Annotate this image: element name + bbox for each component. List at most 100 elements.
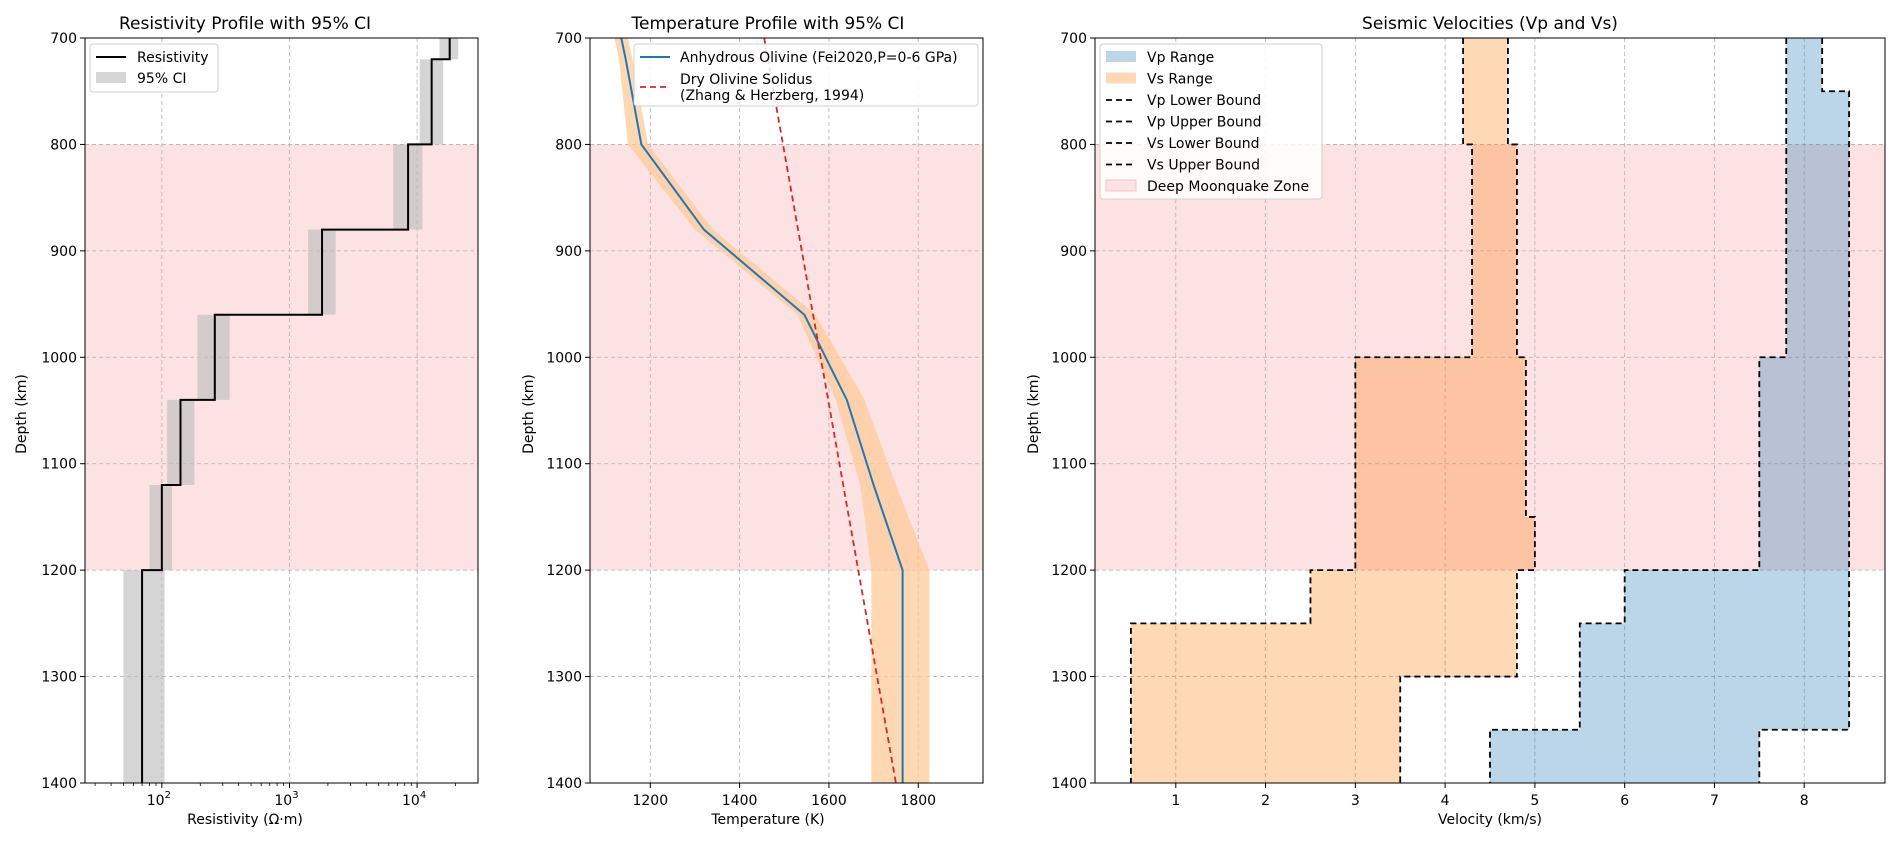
- x-tick-label: 1: [1171, 793, 1180, 809]
- vs-lower-bound-line: [1130, 38, 1473, 783]
- x-tick-base: 10: [274, 793, 292, 809]
- x-tick-label: 8: [1800, 793, 1809, 809]
- temperature-xlabel: Temperature (K): [710, 812, 824, 828]
- y-tick-label: 900: [1060, 244, 1087, 260]
- vp-range-segment: [1624, 570, 1850, 624]
- y-tick-label: 1000: [1051, 350, 1087, 366]
- x-tick-label: 7: [1710, 793, 1719, 809]
- seismic-ylabel: Depth (km): [1026, 374, 1042, 454]
- temperature-ci-band: [614, 38, 930, 783]
- x-tick-label: 103: [274, 790, 298, 809]
- y-tick-label: 800: [50, 137, 77, 153]
- temperature-legend: Anhydrous Olivine (Fei2020,P=0-6 GPa) Dry…: [633, 43, 979, 107]
- ci-band-segment: [123, 570, 165, 783]
- x-tick-label: 6: [1620, 793, 1629, 809]
- legend-frame: [1099, 43, 1323, 200]
- resistivity-line: [141, 38, 451, 783]
- resistivity-xlabel: Resistivity (Ω·m): [187, 812, 303, 828]
- plot-frame: [84, 37, 479, 784]
- x-tick-label: 102: [147, 790, 171, 809]
- y-tick-label: 1300: [1051, 670, 1087, 686]
- y-tick-label: 1300: [546, 670, 582, 686]
- y-tick-label: 700: [555, 31, 582, 47]
- x-tick-label: 104: [402, 790, 426, 809]
- vp-range-segment: [1490, 729, 1760, 783]
- x-tick-exponent: 2: [165, 790, 171, 801]
- vs-range-segment: [1355, 516, 1535, 571]
- legend-label: Vp Lower Bound: [1147, 93, 1261, 109]
- temperature-panel: Temperature Profile with 95% CI Temperat…: [521, 14, 984, 828]
- dry-olivine-solidus-line: [763, 37, 897, 784]
- legend-swatch-vs: [1106, 72, 1136, 84]
- y-tick-label: 1200: [41, 563, 77, 579]
- legend-label-olivine: Anhydrous Olivine (Fei2020,P=0-6 GPa): [680, 50, 958, 66]
- vs-range-segment: [1355, 357, 1526, 517]
- y-tick-label: 1200: [1051, 563, 1087, 579]
- ci-band-segment: [197, 314, 230, 400]
- legend-label-solidus-citation: (Zhang & Herzberg, 1994): [680, 88, 864, 104]
- seismic-xlabel: Velocity (km/s): [1438, 812, 1542, 828]
- temperature-ylabel: Depth (km): [521, 374, 537, 454]
- y-tick-label: 1400: [546, 776, 582, 792]
- vp-upper-bound-line: [1758, 38, 1850, 783]
- x-tick-exponent: 4: [420, 790, 426, 801]
- y-tick-label: 1100: [1051, 457, 1087, 473]
- x-tick-label: 1600: [811, 793, 847, 809]
- legend-label: Vs Range: [1147, 72, 1213, 88]
- y-tick-label: 800: [555, 137, 582, 153]
- y-tick-label: 1400: [41, 776, 77, 792]
- ci-band-segment: [149, 485, 172, 571]
- resistivity-panel: Resistivity Profile with 95% CI Resistiv…: [14, 14, 479, 828]
- y-tick-label: 700: [50, 31, 77, 47]
- seismic-title: Seismic Velocities (Vp and Vs): [1362, 14, 1618, 34]
- y-tick-label: 1200: [546, 563, 582, 579]
- y-tick-label: 900: [555, 244, 582, 260]
- y-tick-label: 1300: [41, 670, 77, 686]
- y-tick-label: 1000: [546, 350, 582, 366]
- legend-swatch-vp: [1106, 51, 1136, 62]
- vp-range-segment: [1786, 38, 1823, 92]
- y-tick-label: 1100: [41, 457, 77, 473]
- vs-range-segment: [1130, 623, 1517, 677]
- vp-lower-bound-line: [1489, 38, 1788, 783]
- legend-label: Vs Upper Bound: [1147, 158, 1260, 174]
- legend-label-ci: 95% CI: [137, 71, 186, 87]
- x-tick-base: 10: [402, 793, 420, 809]
- vs-upper-bound-line: [1399, 38, 1536, 783]
- vp-range-segment: [1579, 623, 1850, 730]
- seismic-legend: Vp Range Vs Range Vp Lower Bound Vp Upper B…: [1099, 43, 1323, 200]
- plot-frame: [1094, 37, 1886, 784]
- vs-range-segment: [1130, 676, 1401, 783]
- x-tick-label: 5: [1530, 793, 1539, 809]
- legend-label: Vp Range: [1147, 50, 1214, 66]
- vs-range-segment: [1463, 38, 1508, 145]
- legend-label: Deep Moonquake Zone: [1147, 179, 1309, 195]
- x-tick-label: 1400: [722, 793, 758, 809]
- legend-frame: [633, 43, 979, 107]
- y-tick-label: 1000: [41, 350, 77, 366]
- x-tick-label: 3: [1351, 793, 1360, 809]
- resistivity-title: Resistivity Profile with 95% CI: [119, 14, 371, 34]
- resistivity-ylabel: Depth (km): [14, 374, 30, 454]
- x-tick-base: 10: [147, 793, 165, 809]
- legend-swatch-ci: [96, 72, 126, 83]
- vs-range-segment: [1472, 144, 1517, 358]
- plot-frame: [589, 37, 984, 784]
- y-tick-label: 700: [1060, 31, 1087, 47]
- resistivity-legend: Resistivity 95% CI: [89, 43, 219, 93]
- temperature-title: Temperature Profile with 95% CI: [631, 14, 905, 34]
- x-tick-label: 1200: [632, 793, 668, 809]
- x-tick-label: 1800: [900, 793, 936, 809]
- legend-label: Vs Lower Bound: [1147, 136, 1260, 152]
- vp-range-segment: [1759, 357, 1850, 571]
- legend-label: Vp Upper Bound: [1147, 115, 1262, 131]
- x-tick-label: 4: [1441, 793, 1450, 809]
- legend-swatch-zone: [1105, 179, 1137, 192]
- y-tick-label: 1100: [546, 457, 582, 473]
- x-tick-label: 2: [1261, 793, 1270, 809]
- y-tick-label: 800: [1060, 137, 1087, 153]
- vs-range-segment: [1310, 570, 1517, 624]
- legend-label-resistivity: Resistivity: [137, 50, 209, 66]
- x-tick-exponent: 3: [292, 790, 298, 801]
